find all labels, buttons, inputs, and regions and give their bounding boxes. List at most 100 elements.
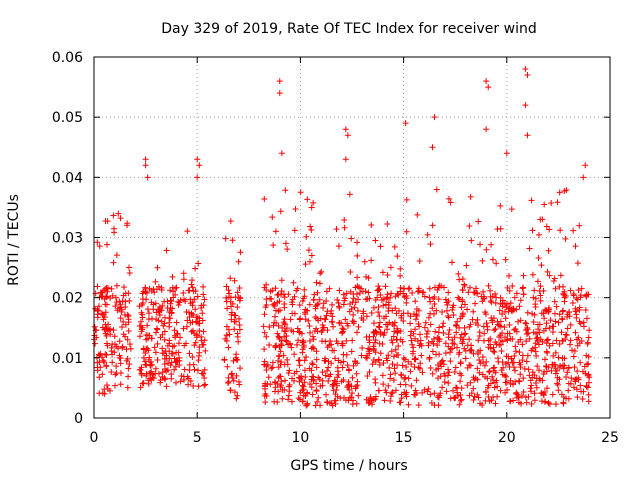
data-point [392,370,399,377]
data-point [479,371,486,378]
data-point [480,288,487,295]
data-point [337,395,344,402]
x-axis-label: GPS time / hours [290,458,407,474]
data-point [281,301,288,308]
data-point [403,364,410,371]
data-point [511,294,518,301]
data-point [567,341,574,348]
data-point [111,333,118,340]
data-point [391,243,398,250]
data-point [126,361,133,368]
data-point [343,290,350,297]
data-point [509,282,516,289]
data-point [377,350,384,357]
data-point [382,321,389,328]
data-point [200,291,207,298]
data-point [299,297,306,304]
data-point [463,262,470,269]
data-point [431,390,438,397]
data-point [476,369,483,376]
data-point [233,372,240,379]
data-point [335,243,342,250]
data-point [436,338,443,345]
data-point [107,387,114,394]
data-point [262,399,269,406]
data-point [402,356,409,363]
data-point [235,315,242,322]
data-point [375,287,382,294]
data-point [189,353,196,360]
data-point [319,338,326,345]
data-point [399,362,406,369]
data-point [99,289,106,296]
data-point [116,354,123,361]
data-point [483,389,490,396]
data-point [199,317,206,324]
data-point [535,231,542,238]
data-point [353,291,360,298]
data-point [397,381,404,388]
data-point [223,323,230,330]
data-point [161,366,168,373]
data-point [427,364,434,371]
data-point [524,326,531,333]
data-point [314,289,321,296]
data-point [443,388,450,395]
data-point [354,252,361,259]
axis-ticks [93,56,611,419]
data-point [310,199,317,206]
data-point [585,291,592,298]
data-point [488,299,495,306]
data-point [151,289,158,296]
data-point [522,102,529,109]
data-point [383,355,390,362]
data-point [274,399,281,406]
data-point [283,338,290,345]
data-point [578,285,585,292]
data-point [319,369,326,376]
data-point [105,321,112,328]
data-point [413,306,420,313]
data-point [268,365,275,372]
data-point [431,114,438,121]
data-point [269,287,276,294]
data-point [309,360,316,367]
data-point [406,285,413,292]
data-point [139,299,146,306]
data-point [174,358,181,365]
data-point [528,382,535,389]
data-point [125,328,132,335]
data-point [449,340,456,347]
data-point [558,329,565,336]
data-point [348,394,355,401]
data-point [574,394,581,401]
data-point [373,329,380,336]
data-point [126,297,133,304]
data-point [309,333,316,340]
data-point [368,221,375,228]
data-point [523,327,530,334]
data-point [450,387,457,394]
data-point [123,346,130,353]
data-point [506,364,513,371]
data-point [429,144,436,151]
data-point [416,323,423,330]
data-point [571,364,578,371]
data-point [499,371,506,378]
data-point [566,313,573,320]
data-point [412,387,419,394]
data-point [527,385,534,392]
data-point [225,326,232,333]
data-point [391,328,398,335]
data-point [510,307,517,314]
chart-title: Day 329 of 2019, Rate Of TEC Index for r… [161,21,536,37]
data-point [425,314,432,321]
data-point [580,323,587,330]
data-point [180,276,187,283]
data-point [287,316,294,323]
data-point [306,338,313,345]
data-point [522,394,529,401]
data-point [475,337,482,344]
data-point [389,389,396,396]
data-point [109,341,116,348]
